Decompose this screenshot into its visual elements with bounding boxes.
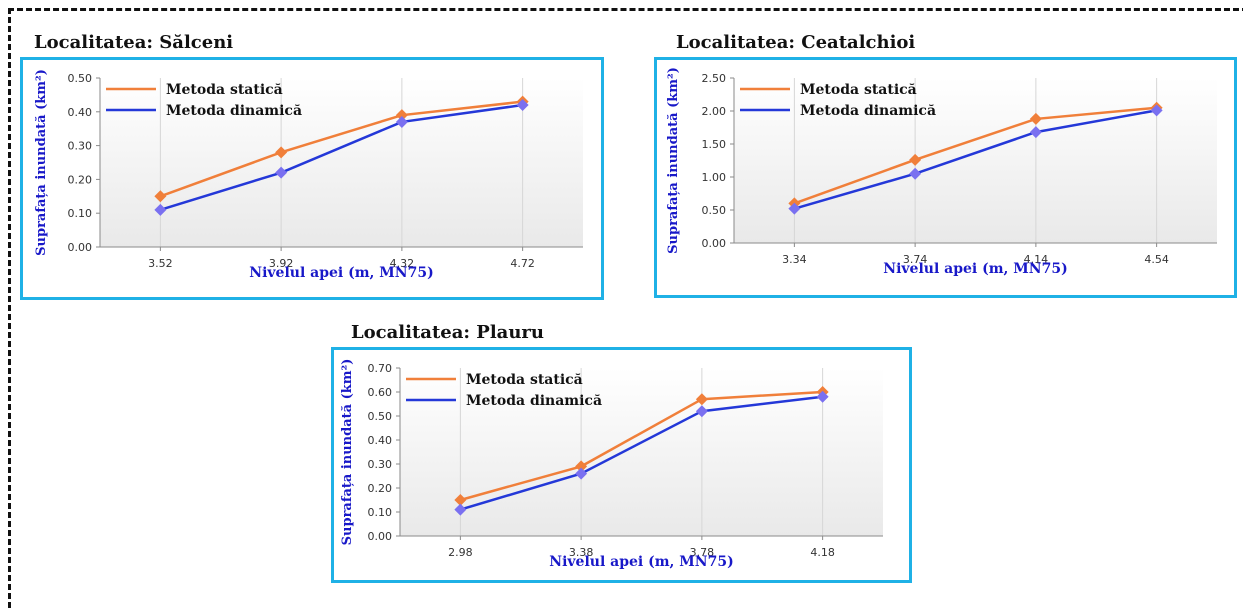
data-point-static <box>395 109 408 122</box>
y-axis-title: Suprafața inundată (km²) <box>34 69 49 256</box>
x-axis-title: Nivelul apei (m, MN75) <box>549 554 733 570</box>
y-tick-label: 0.50 <box>702 204 727 217</box>
series-line-static <box>793 106 1157 205</box>
y-tick-label: 0.40 <box>68 106 93 119</box>
data-point-static <box>275 146 288 159</box>
series-line-dynamic <box>460 395 823 511</box>
data-point-static <box>695 393 708 406</box>
data-point-dynamic <box>909 167 922 180</box>
x-tick-label: 3.78 <box>690 546 715 559</box>
data-point-dynamic <box>454 503 467 516</box>
line-chart-plauru: 0.00 0.10 0.20 0.30 0.40 0.50 0.60 0.70 2.98 3.38… <box>340 359 883 570</box>
x-tick-label: 4.18 <box>810 546 835 559</box>
y-tick-label: 0.10 <box>68 207 93 220</box>
y-tick-label: 0.10 <box>368 506 393 519</box>
y-tick-label: 2.50 <box>702 72 727 85</box>
y-tick-label: 1.50 <box>702 138 727 151</box>
y-tick-label: 0.20 <box>368 482 393 495</box>
x-tick-label: 4.32 <box>390 257 415 270</box>
chart-panel-ceatalchioi: 0.00 0.50 1.00 1.50 2.00 2.50 3.34 3.74 4.14 4.54… <box>654 57 1237 298</box>
x-tick-label: 3.74 <box>903 253 928 266</box>
data-point-static <box>1029 112 1042 125</box>
x-axis-title: Nivelul apei (m, MN75) <box>249 265 433 281</box>
x-tick-label: 3.34 <box>782 253 807 266</box>
x-tick-label: 4.14 <box>1024 253 1049 266</box>
data-point-static <box>454 494 467 506</box>
y-tick-label: 0.60 <box>368 386 393 399</box>
x-axis-title: Nivelul apei (m, MN75) <box>883 261 1067 277</box>
data-point-dynamic <box>516 99 529 112</box>
legend-label-dynamic: Metoda dinamică <box>800 103 936 119</box>
x-tick-label: 4.54 <box>1144 253 1169 266</box>
data-point-dynamic <box>788 202 801 215</box>
y-tick-label: 0.30 <box>368 458 393 471</box>
legend-label-static: Metoda statică <box>466 372 583 388</box>
data-point-static <box>154 190 167 203</box>
y-axis-title: Suprafața inundată (km²) <box>340 359 355 546</box>
chart-panel-plauru: 0.00 0.10 0.20 0.30 0.40 0.50 0.60 0.70 2.98 3.38… <box>331 347 912 583</box>
dashed-frame <box>8 8 1243 608</box>
x-tick-label: 3.92 <box>269 257 294 270</box>
y-tick-label: 2.00 <box>702 105 727 118</box>
chart-panel-salceni: 0.00 0.10 0.20 0.30 0.40 0.50 3.52 3.92 4.32 4.72… <box>20 57 604 300</box>
legend-label-dynamic: Metoda dinamică <box>466 393 602 409</box>
data-point-dynamic <box>575 467 588 480</box>
x-tick-label: 3.52 <box>148 257 173 270</box>
legend-label-dynamic: Metoda dinamică <box>166 103 302 119</box>
x-tick-label: 2.98 <box>448 546 473 559</box>
line-chart-ceatalchioi: 0.00 0.50 1.00 1.50 2.00 2.50 3.34 3.74 4.14 4.54… <box>666 67 1217 277</box>
data-point-dynamic <box>395 115 408 128</box>
y-tick-label: 1.00 <box>702 171 727 184</box>
y-tick-label: 0.50 <box>368 410 393 423</box>
series-line-static <box>460 390 823 502</box>
y-tick-label: 0.00 <box>68 241 93 254</box>
y-tick-label: 0.00 <box>368 530 393 543</box>
y-tick-label: 0.20 <box>68 173 93 186</box>
data-point-static <box>575 460 588 473</box>
data-point-dynamic <box>275 166 288 179</box>
plot-area <box>400 368 883 536</box>
data-point-dynamic <box>816 390 829 403</box>
data-point-dynamic <box>154 203 167 216</box>
data-point-dynamic <box>695 405 708 418</box>
plot-area <box>100 78 583 247</box>
x-tick-label: 4.72 <box>510 257 535 270</box>
plot-area <box>734 78 1217 243</box>
series-line-dynamic <box>794 109 1157 210</box>
y-tick-label: 0.30 <box>68 140 93 153</box>
series-line-dynamic <box>160 103 523 212</box>
data-point-dynamic <box>1150 104 1163 117</box>
chart-title-plauru: Localitatea: Plauru <box>351 322 544 343</box>
x-tick-label: 3.38 <box>569 546 594 559</box>
y-tick-label: 0.70 <box>368 362 393 375</box>
data-point-static <box>909 153 922 166</box>
y-tick-label: 0.50 <box>68 72 93 85</box>
y-tick-label: 0.00 <box>702 237 727 250</box>
line-chart-salceni: 0.00 0.10 0.20 0.30 0.40 0.50 3.52 3.92 4.32 4.72… <box>34 69 583 281</box>
series-line-static <box>159 100 523 198</box>
y-tick-label: 0.40 <box>368 434 393 447</box>
legend-label-static: Metoda statică <box>166 82 283 98</box>
y-axis-title: Suprafața inundată (km²) <box>666 67 681 254</box>
chart-title-salceni: Localitatea: Sălceni <box>34 32 234 53</box>
chart-title-ceatalchioi: Localitatea: Ceatalchioi <box>676 32 916 53</box>
legend-label-static: Metoda statică <box>800 82 917 98</box>
